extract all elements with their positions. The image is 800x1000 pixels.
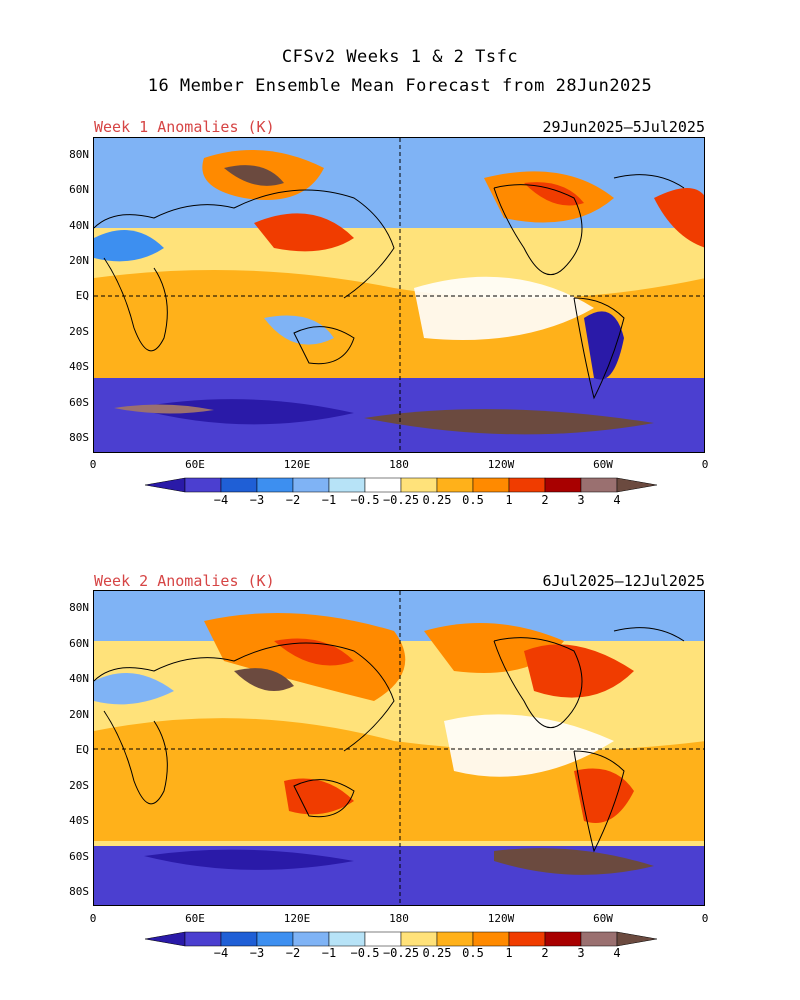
colorbar-label: 3 <box>577 946 585 960</box>
week1-lon-label: 120W <box>487 458 515 471</box>
colorbar-swatch <box>508 931 546 947</box>
colorbar-label: −0.25 <box>382 946 420 960</box>
colorbar-label: 4 <box>613 946 621 960</box>
week1-lon-label: 180 <box>389 458 409 471</box>
title-line-2: 16 Member Ensemble Mean Forecast from 28… <box>147 76 653 96</box>
week1-lat-label: 20S <box>69 325 89 338</box>
colorbar-swatch <box>436 477 474 493</box>
colorbar-swatch <box>220 477 258 493</box>
week1-lat-label: 60N <box>69 183 89 196</box>
colorbar-label: 0.25 <box>422 493 452 507</box>
colorbar-swatch <box>580 931 618 947</box>
colorbar-label: −3 <box>249 946 265 960</box>
colorbar-swatch <box>436 931 474 947</box>
week1-lat-label: 60S <box>69 396 89 409</box>
week1-colorbar-labels: −4 −3 −2 −1 −0.5 −0.25 0.25 0.5 1 2 3 4 <box>0 493 800 509</box>
colorbar-swatch <box>580 477 618 493</box>
week2-lon-label: 0 <box>701 912 709 925</box>
colorbar-label: 3 <box>577 493 585 507</box>
week2-lat-label: EQ <box>75 743 89 756</box>
week1-lon-label: 0 <box>701 458 709 471</box>
colorbar-label: 1 <box>505 946 513 960</box>
colorbar-swatch <box>400 931 438 947</box>
colorbar-swatch <box>544 931 582 947</box>
week1-lat-label: 40N <box>69 219 89 232</box>
colorbar-label: 2 <box>541 946 549 960</box>
colorbar-label: −0.25 <box>382 493 420 507</box>
colorbar-swatch <box>220 931 258 947</box>
week2-lon-label: 60W <box>593 912 613 925</box>
week1-lon-label: 0 <box>89 458 97 471</box>
colorbar-label: 0.5 <box>462 946 484 960</box>
week2-lon-label: 60E <box>185 912 205 925</box>
colorbar-label: −0.5 <box>350 493 380 507</box>
colorbar-label: −3 <box>249 493 265 507</box>
week1-colorbar <box>144 477 658 497</box>
week2-title: Week 2 Anomalies (K) <box>94 572 275 590</box>
week2-lon-label: 0 <box>89 912 97 925</box>
colorbar-label: 4 <box>613 493 621 507</box>
week1-lon-label: 60E <box>185 458 205 471</box>
colorbar-swatch <box>256 477 294 493</box>
colorbar-swatch <box>400 477 438 493</box>
title-line-1: CFSv2 Weeks 1 & 2 Tsfc <box>281 47 519 67</box>
week1-lat-label: 40S <box>69 360 89 373</box>
week2-lon-label: 180 <box>389 912 409 925</box>
week2-lat-label: 80S <box>69 885 89 898</box>
week2-lat-label: 20S <box>69 779 89 792</box>
week2-lat-label: 60N <box>69 637 89 650</box>
colorbar-high-triangle <box>616 477 658 493</box>
colorbar-label: −0.5 <box>350 946 380 960</box>
week2-lon-label: 120W <box>487 912 515 925</box>
week2-lat-label: 40N <box>69 672 89 685</box>
week1-lat-label: 80N <box>69 148 89 161</box>
colorbar-swatch <box>472 931 510 947</box>
colorbar-label: −2 <box>285 493 301 507</box>
colorbar-swatch <box>184 477 222 493</box>
colorbar-label: 1 <box>505 493 513 507</box>
week1-lon-label: 60W <box>593 458 613 471</box>
colorbar-swatch <box>292 477 330 493</box>
week2-lon-label: 120E <box>283 912 311 925</box>
colorbar-label: 2 <box>541 493 549 507</box>
week2-colorbar <box>144 931 658 951</box>
week1-map <box>93 137 705 453</box>
colorbar-label: −1 <box>321 946 337 960</box>
colorbar-swatch <box>472 477 510 493</box>
week2-lat-label: 40S <box>69 814 89 827</box>
colorbar-label: −2 <box>285 946 301 960</box>
week1-lon-label: 120E <box>283 458 311 471</box>
colorbar-high-triangle <box>616 931 658 947</box>
week2-dates: 6Jul2025—12Jul2025 <box>542 572 705 590</box>
week2-colorbar-labels: −4 −3 −2 −1 −0.5 −0.25 0.25 0.5 1 2 3 4 <box>0 946 800 962</box>
colorbar-swatch <box>328 931 366 947</box>
week2-lat-label: 80N <box>69 601 89 614</box>
week1-dates: 29Jun2025—5Jul2025 <box>542 118 705 136</box>
week2-map <box>93 590 705 906</box>
colorbar-label: 0.5 <box>462 493 484 507</box>
colorbar-swatch <box>292 931 330 947</box>
colorbar-swatch <box>508 477 546 493</box>
week1-title: Week 1 Anomalies (K) <box>94 118 275 136</box>
week1-lat-label: EQ <box>75 289 89 302</box>
week2-lat-label: 60S <box>69 850 89 863</box>
colorbar-swatch <box>184 931 222 947</box>
colorbar-label: −4 <box>213 946 229 960</box>
colorbar-swatch <box>256 931 294 947</box>
colorbar-swatch <box>364 931 402 947</box>
week2-lat-label: 20N <box>69 708 89 721</box>
colorbar-label: −4 <box>213 493 229 507</box>
colorbar-swatch <box>544 477 582 493</box>
colorbar-label: 0.25 <box>422 946 452 960</box>
colorbar-low-triangle <box>144 931 186 947</box>
colorbar-swatch <box>328 477 366 493</box>
colorbar-label: −1 <box>321 493 337 507</box>
week1-lat-label: 20N <box>69 254 89 267</box>
colorbar-swatch <box>364 477 402 493</box>
colorbar-low-triangle <box>144 477 186 493</box>
week1-lat-label: 80S <box>69 431 89 444</box>
